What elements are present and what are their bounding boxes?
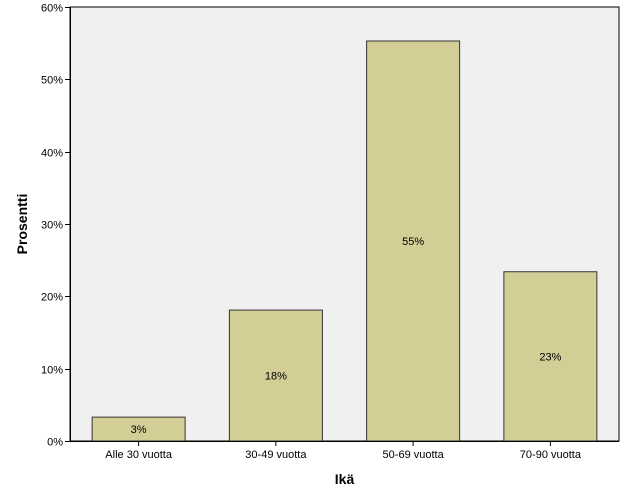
bar-data-label: 23% xyxy=(539,351,561,363)
y-tick-label: 60% xyxy=(41,3,63,15)
y-tick-label: 0% xyxy=(47,437,63,449)
bar-data-label: 18% xyxy=(265,371,287,383)
bar xyxy=(228,309,323,442)
x-tick-label: 70-90 vuotta xyxy=(520,449,582,461)
x-tick-label: Alle 30 vuotta xyxy=(105,449,173,461)
y-tick-label: 50% xyxy=(41,75,63,87)
x-tick-label: 30-49 vuotta xyxy=(245,449,307,461)
bars-group: 3% 18% 55% 23% xyxy=(91,40,598,442)
y-axis-title: Prosentti xyxy=(14,194,30,255)
bar xyxy=(503,271,598,442)
x-axis-ticks: Alle 30 vuotta 30-49 vuotta 50-69 vuotta 70… xyxy=(105,441,582,461)
x-tick-label: 50-69 vuotta xyxy=(383,449,445,461)
bar-data-label: 3% xyxy=(131,424,147,436)
y-tick-label: 40% xyxy=(41,148,63,160)
x-axis-title: Ikä xyxy=(335,471,355,487)
y-tick-label: 30% xyxy=(41,220,63,232)
y-tick-label: 10% xyxy=(41,365,63,377)
y-tick-label: 20% xyxy=(41,292,63,304)
y-axis-ticks: 0% 10% 20% 30% 40% 50% 60% xyxy=(41,3,70,449)
bar-data-label: 55% xyxy=(402,236,424,248)
